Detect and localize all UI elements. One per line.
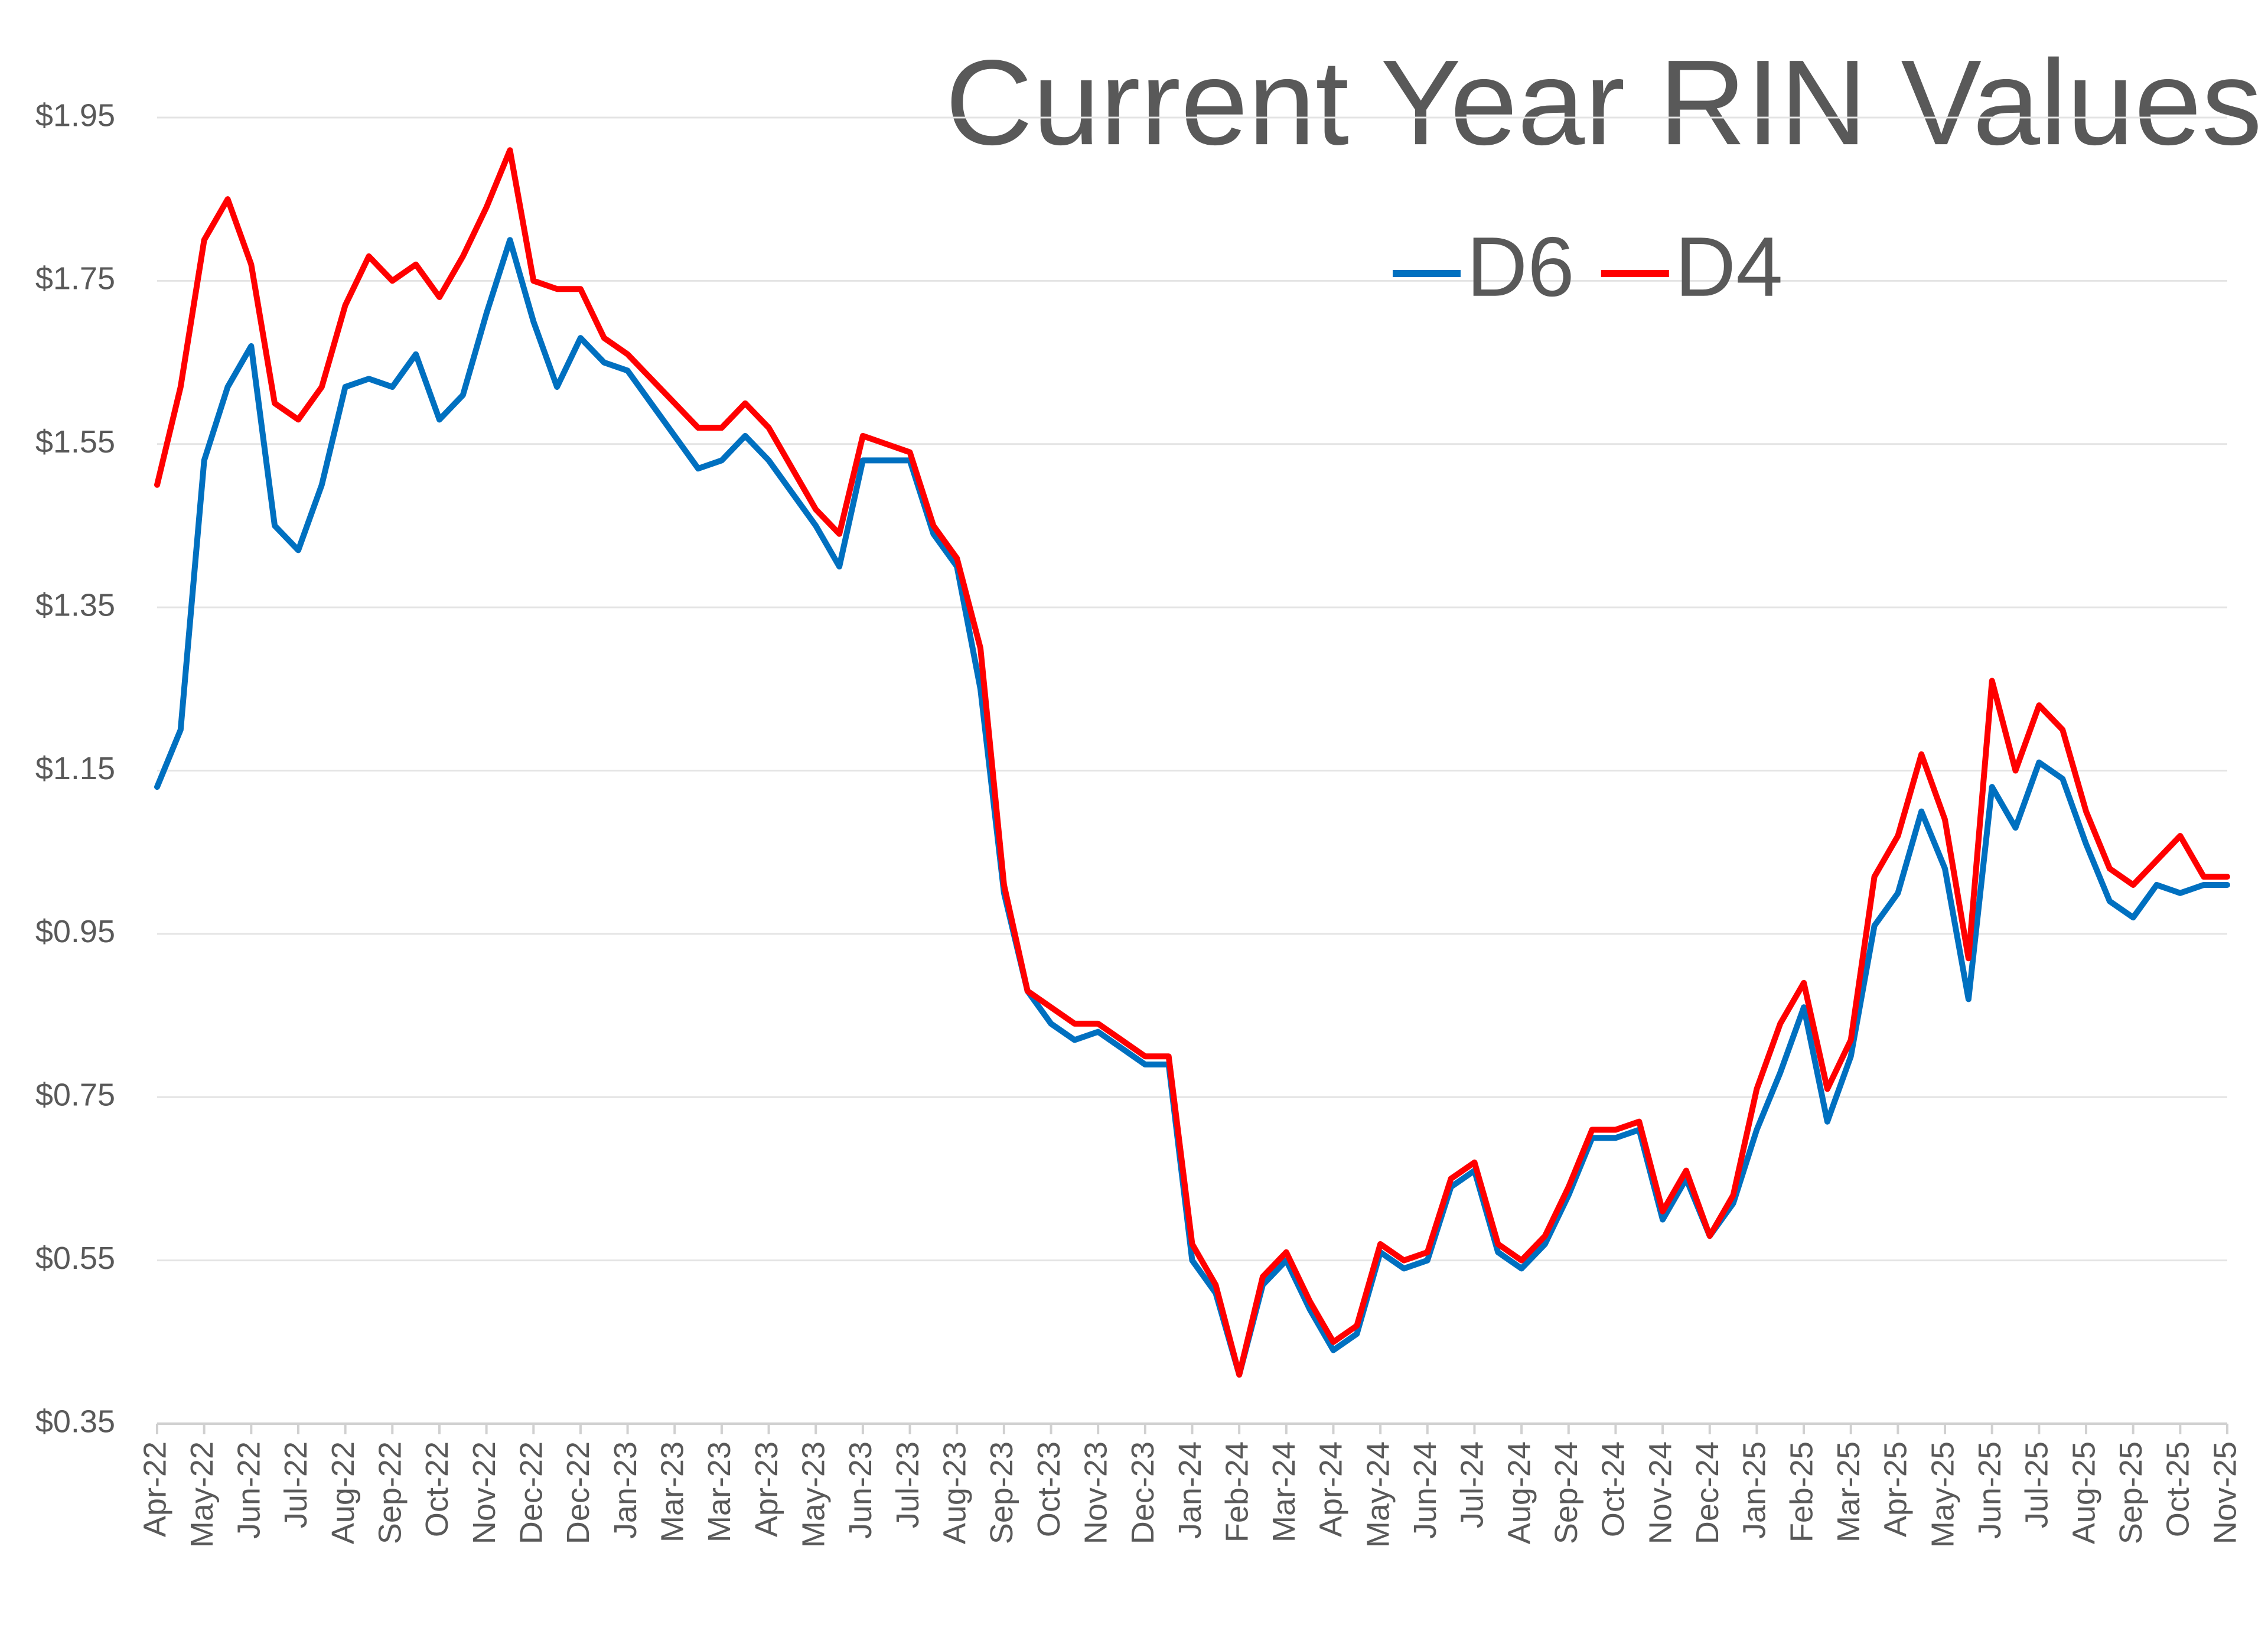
x-tick-label: Oct-23	[1031, 1441, 1067, 1537]
x-tick-label: Oct-22	[419, 1441, 455, 1537]
y-tick-label: $1.75	[35, 261, 115, 297]
y-tick-label: $1.35	[35, 587, 115, 623]
chart-title: Current Year RIN Values	[945, 35, 2262, 170]
x-tick-label: Dec-24	[1690, 1441, 1725, 1544]
x-tick-label: Aug-24	[1501, 1441, 1537, 1544]
x-tick-label: Jun-23	[843, 1441, 878, 1539]
x-tick-label: Nov-22	[467, 1441, 502, 1544]
x-tick-label: Jul-25	[2019, 1441, 2055, 1528]
x-tick-label: Apr-25	[1878, 1441, 1914, 1537]
x-tick-label: Jun-24	[1407, 1441, 1443, 1539]
x-tick-label: Jul-22	[278, 1441, 314, 1528]
x-tick-label: Aug-22	[325, 1441, 361, 1544]
x-tick-label: Jun-22	[232, 1441, 267, 1539]
x-tick-label: Sep-25	[2113, 1441, 2149, 1544]
x-tick-label: Sep-23	[984, 1441, 1019, 1544]
y-tick-label: $1.15	[35, 751, 115, 786]
x-tick-label: Mar-25	[1831, 1441, 1866, 1542]
x-tick-label: Jan-23	[608, 1441, 643, 1539]
x-tick-label: Apr-23	[749, 1441, 784, 1537]
x-tick-label: Jul-24	[1455, 1441, 1490, 1528]
y-tick-label: $0.55	[35, 1241, 115, 1276]
y-tick-label: $0.75	[35, 1077, 115, 1113]
x-tick-label: Jun-25	[1972, 1441, 2008, 1539]
x-tick-label: Oct-25	[2161, 1441, 2196, 1537]
x-tick-label: Sep-22	[373, 1441, 408, 1544]
x-tick-label: Jan-24	[1172, 1441, 1208, 1539]
x-tick-label: Oct-24	[1596, 1441, 1631, 1537]
x-tick-label: May-25	[1925, 1441, 1960, 1548]
x-tick-label: Apr-22	[137, 1441, 172, 1537]
x-tick-label: Dec-22	[561, 1441, 596, 1544]
line-series	[154, 237, 2230, 1378]
x-tick-label: Feb-24	[1219, 1441, 1254, 1542]
x-tick-label: Dec-23	[1125, 1441, 1161, 1544]
x-tick-label: Aug-25	[2066, 1441, 2101, 1544]
x-tick-label: Nov-23	[1078, 1441, 1113, 1544]
x-tick-label: Jul-23	[890, 1441, 926, 1528]
y-tick-label: $1.95	[35, 97, 115, 133]
x-tick-label: Nov-25	[2207, 1441, 2243, 1544]
y-tick-label: $0.95	[35, 914, 115, 949]
legend-label: D4	[1675, 220, 1783, 314]
x-tick-label: Sep-24	[1549, 1441, 1584, 1544]
x-tick-label: Mar-23	[702, 1441, 737, 1542]
line-series	[154, 147, 2230, 1378]
x-tick-label: Dec-22	[514, 1441, 549, 1544]
x-tick-label: May-24	[1360, 1441, 1396, 1548]
x-tick-label: Jan-25	[1737, 1441, 1772, 1539]
y-tick-label: $0.35	[35, 1404, 115, 1439]
legend-label: D6	[1467, 220, 1575, 314]
x-tick-label: Apr-24	[1314, 1441, 1349, 1537]
x-tick-label: Mar-24	[1266, 1441, 1302, 1542]
x-tick-label: May-23	[796, 1441, 831, 1548]
x-tick-label: Feb-25	[1784, 1441, 1819, 1542]
x-tick-label: Aug-23	[937, 1441, 972, 1544]
x-tick-label: Mar-23	[655, 1441, 690, 1542]
x-tick-label: Nov-24	[1643, 1441, 1678, 1544]
x-tick-label: May-22	[184, 1441, 220, 1548]
y-tick-label: $1.55	[35, 424, 115, 460]
